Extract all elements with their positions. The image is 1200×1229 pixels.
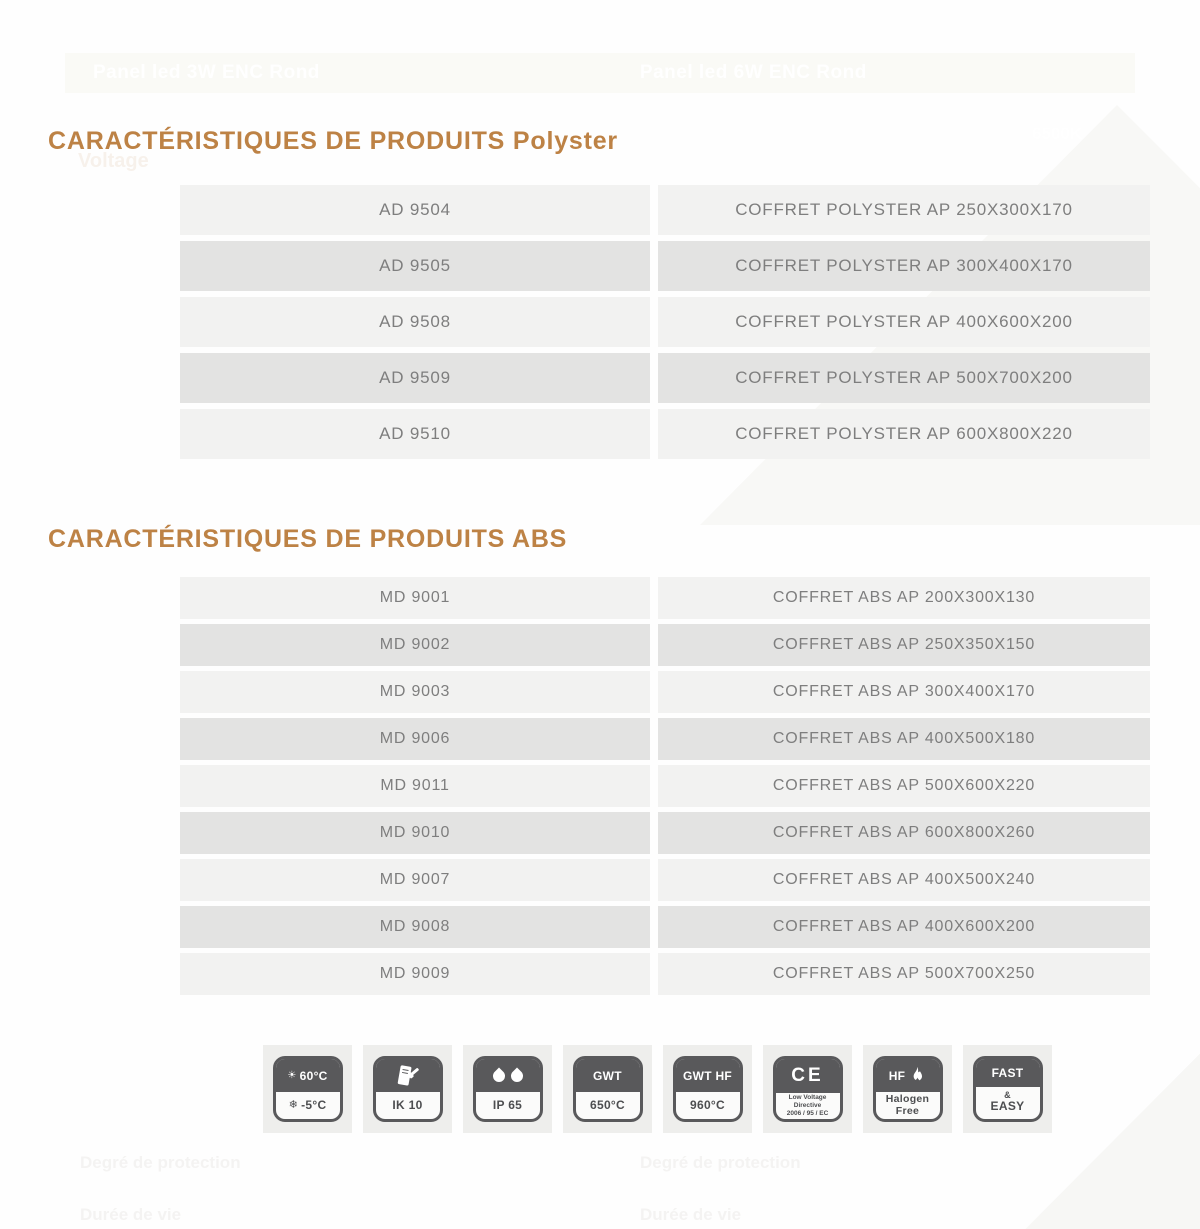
- product-code: AD 9510: [180, 409, 650, 459]
- abs-products-table: MD 9001 COFFRET ABS AP 200X300X130 MD 90…: [180, 577, 1150, 1000]
- product-code: MD 9001: [180, 577, 650, 619]
- section-title-abs: CARACTÉRISTIQUES DE PRODUITS ABS: [48, 524, 568, 553]
- product-code: MD 9002: [180, 624, 650, 666]
- sun-icon: ☀: [287, 1070, 297, 1081]
- badge-bottom-text: Low Voltage: [788, 1093, 827, 1101]
- badge-bottom-text: Free: [895, 1104, 920, 1117]
- badge-top-text: GWT: [593, 1068, 622, 1083]
- badge-bottom-text: Halogen: [885, 1093, 930, 1106]
- product-description: COFFRET POLYSTER AP 250X300X170: [658, 185, 1150, 235]
- product-code: AD 9504: [180, 185, 650, 235]
- product-code: AD 9509: [180, 353, 650, 403]
- product-description: COFFRET ABS AP 500X600X220: [658, 765, 1150, 807]
- ghost-label: Durée de vie: [640, 1205, 742, 1224]
- table-row: MD 9002 COFFRET ABS AP 250X350X150: [180, 624, 1150, 666]
- table-row: MD 9003 COFFRET ABS AP 300X400X170: [180, 671, 1150, 713]
- table-row: MD 9011 COFFRET ABS AP 500X600X220: [180, 765, 1150, 807]
- ghost-label: Degré de protection: [80, 1153, 241, 1172]
- ghost-menu-item: Panel led 6W ENC Rond: [639, 62, 867, 83]
- water-drop-icon: [508, 1067, 525, 1084]
- ghost-label: 6500K: [1032, 124, 1083, 143]
- product-code: AD 9505: [180, 241, 650, 291]
- product-description: COFFRET POLYSTER AP 400X600X200: [658, 297, 1150, 347]
- badge-glow-wire-test-hf: GWT HF 960°C: [663, 1045, 752, 1133]
- product-code: AD 9508: [180, 297, 650, 347]
- product-code: MD 9009: [180, 953, 650, 995]
- certification-badges-row: ☀ 60°C ❄ -5°C: [263, 1045, 1052, 1133]
- product-code: MD 9011: [180, 765, 650, 807]
- badge-bottom-text: 2006 / 95 / EC: [786, 1110, 829, 1118]
- badge-bottom-text: 960°C: [690, 1097, 725, 1112]
- product-description: COFFRET POLYSTER AP 600X800X220: [658, 409, 1150, 459]
- product-code: MD 9003: [180, 671, 650, 713]
- ghost-menu-item: Panel led 3W ENC Rond: [93, 62, 320, 83]
- badge-bottom-text: EASY: [990, 1099, 1025, 1114]
- badge-bottom-text: IK 10: [392, 1097, 423, 1112]
- table-row: AD 9509 COFFRET POLYSTER AP 500X700X200: [180, 353, 1150, 403]
- badge-top-text: 60°C: [299, 1068, 328, 1083]
- table-row: MD 9008 COFFRET ABS AP 400X600X200: [180, 906, 1150, 948]
- badge-ingress-protection: IP 65: [463, 1045, 552, 1133]
- table-row: AD 9505 COFFRET POLYSTER AP 300X400X170: [180, 241, 1150, 291]
- product-description: COFFRET POLYSTER AP 500X700X200: [658, 353, 1150, 403]
- impact-hammer-icon: [393, 1063, 423, 1089]
- ghost-label: Degré de protection: [640, 1153, 801, 1172]
- product-code: MD 9007: [180, 859, 650, 901]
- ce-mark-icon: CE: [791, 1065, 824, 1086]
- table-row: MD 9006 COFFRET ABS AP 400X500X180: [180, 718, 1150, 760]
- snowflake-icon: ❄: [288, 1098, 299, 1112]
- product-description: COFFRET POLYSTER AP 300X400X170: [658, 241, 1150, 291]
- product-description: COFFRET ABS AP 400X600X200: [658, 906, 1150, 948]
- ghost-menu-band: Panel led 3W ENC Rond Panel led 6W ENC R…: [65, 53, 1135, 93]
- table-row: MD 9007 COFFRET ABS AP 400X500X240: [180, 859, 1150, 901]
- product-code: MD 9008: [180, 906, 650, 948]
- badge-top-text: HF: [888, 1068, 906, 1083]
- table-row: MD 9010 COFFRET ABS AP 600X800X260: [180, 812, 1150, 854]
- badge-glow-wire-test: GWT 650°C: [563, 1045, 652, 1133]
- badge-bottom-text: 650°C: [590, 1097, 625, 1112]
- badge-temperature-range: ☀ 60°C ❄ -5°C: [263, 1045, 352, 1133]
- product-code: MD 9006: [180, 718, 650, 760]
- badge-halogen-free: HF Halogen Free: [863, 1045, 952, 1133]
- table-row: AD 9504 COFFRET POLYSTER AP 250X300X170: [180, 185, 1150, 235]
- badge-bottom-text: Directive: [793, 1101, 822, 1109]
- table-row: MD 9009 COFFRET ABS AP 500X700X250: [180, 953, 1150, 995]
- product-description: COFFRET ABS AP 250X350X150: [658, 624, 1150, 666]
- badge-bottom-text: -5°C: [301, 1097, 327, 1112]
- product-description: COFFRET ABS AP 400X500X180: [658, 718, 1150, 760]
- flame-icon: [908, 1066, 926, 1086]
- badge-fast-easy: FAST & EASY: [963, 1045, 1052, 1133]
- product-description: COFFRET ABS AP 600X800X260: [658, 812, 1150, 854]
- ampersand-text: &: [1004, 1090, 1011, 1101]
- product-code: MD 9010: [180, 812, 650, 854]
- product-description: COFFRET ABS AP 500X700X250: [658, 953, 1150, 995]
- ghost-label: Durée de vie: [80, 1205, 182, 1224]
- section-title-polyster: CARACTÉRISTIQUES DE PRODUITS Polyster: [48, 126, 618, 155]
- polyster-products-table: AD 9504 COFFRET POLYSTER AP 250X300X170 …: [180, 185, 1150, 465]
- ghost-label: Voltage: [78, 150, 149, 172]
- table-row: AD 9508 COFFRET POLYSTER AP 400X600X200: [180, 297, 1150, 347]
- badge-bottom-text: IP 65: [492, 1097, 523, 1112]
- table-row: AD 9510 COFFRET POLYSTER AP 600X800X220: [180, 409, 1150, 459]
- water-drop-icon: [490, 1067, 507, 1084]
- product-description: COFFRET ABS AP 300X400X170: [658, 671, 1150, 713]
- badge-impact-rating: IK 10: [363, 1045, 452, 1133]
- badge-ce-marking: CE Low Voltage Directive 2006 / 95 / EC: [763, 1045, 852, 1133]
- product-description: COFFRET ABS AP 200X300X130: [658, 577, 1150, 619]
- badge-top-text: GWT HF: [682, 1068, 733, 1083]
- table-row: MD 9001 COFFRET ABS AP 200X300X130: [180, 577, 1150, 619]
- product-description: COFFRET ABS AP 400X500X240: [658, 859, 1150, 901]
- badge-top-text: FAST: [991, 1066, 1024, 1080]
